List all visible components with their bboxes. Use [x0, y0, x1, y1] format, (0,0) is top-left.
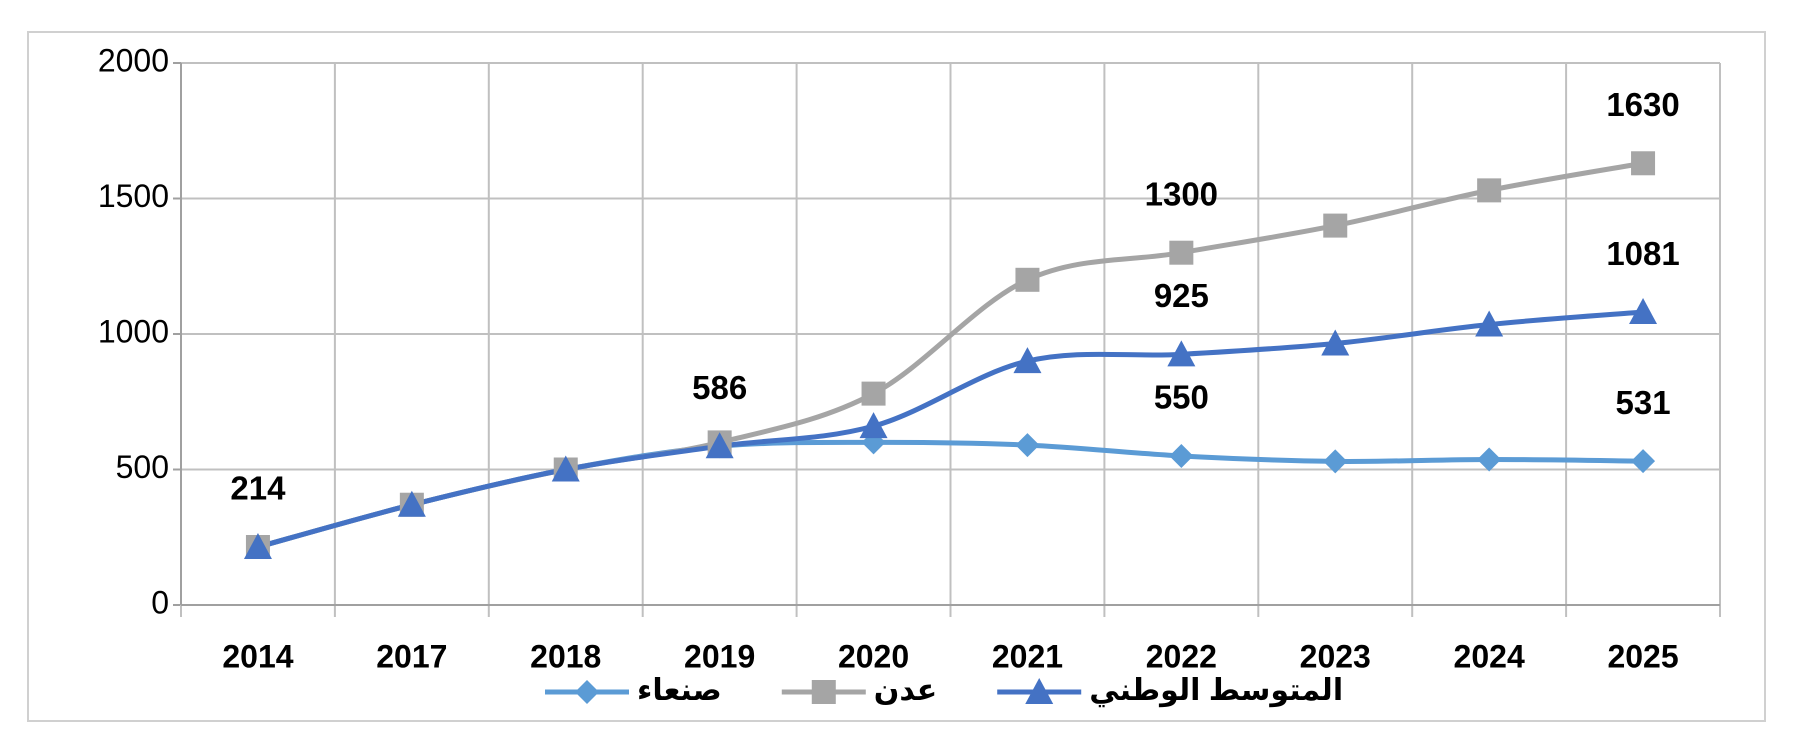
x-tick-label: 2014	[222, 638, 293, 674]
x-tick-label: 2018	[530, 638, 601, 674]
x-tick-label: 2020	[838, 638, 909, 674]
marker	[243, 533, 272, 560]
marker	[1477, 178, 1502, 203]
x-tick-label: 2022	[1146, 638, 1217, 674]
marker	[397, 490, 426, 517]
x-tick-label: 2021	[992, 638, 1063, 674]
x-tick-label: 2024	[1454, 638, 1525, 674]
marker	[1631, 449, 1656, 474]
y-tick-label: 2000	[98, 42, 169, 78]
legend-label: المتوسط الوطني	[1089, 674, 1343, 708]
x-tick-label: 2023	[1300, 638, 1371, 674]
marker	[1323, 449, 1348, 474]
legend-label: عدن	[874, 674, 937, 707]
legend-item: المتوسط الوطني	[997, 674, 1343, 708]
y-tick-label: 1500	[98, 178, 169, 214]
data-label: 1300	[1145, 175, 1218, 212]
marker	[1169, 240, 1194, 265]
y-tick-label: 0	[151, 584, 169, 620]
legend-item: صنعاء	[545, 674, 722, 707]
x-tick-label: 2019	[684, 638, 755, 674]
marker	[1015, 267, 1040, 292]
marker	[811, 680, 836, 704]
x-tick-label: 2025	[1607, 638, 1678, 674]
marker	[1629, 298, 1658, 325]
marker	[1321, 329, 1350, 356]
data-label: 531	[1616, 384, 1671, 421]
marker	[1013, 347, 1042, 374]
legend-item: عدن	[781, 674, 937, 707]
y-tick-label: 1000	[98, 313, 169, 349]
data-label: 550	[1154, 379, 1209, 416]
data-label: 1081	[1606, 235, 1679, 272]
legend-label: صنعاء	[637, 674, 722, 707]
data-label: 925	[1154, 277, 1209, 314]
marker	[705, 432, 734, 459]
marker	[1169, 443, 1194, 468]
marker	[1167, 340, 1196, 367]
marker	[1631, 151, 1656, 176]
marker	[1475, 310, 1504, 337]
marker	[575, 680, 599, 704]
marker	[859, 412, 888, 439]
series-line	[257, 309, 1644, 550]
x-tick-label: 2017	[376, 638, 447, 674]
marker	[861, 381, 886, 406]
marker	[551, 455, 580, 482]
legend: صنعاء عدن المتوسط الوطني	[545, 674, 1343, 708]
marker	[1477, 447, 1502, 472]
marker	[1323, 213, 1348, 238]
marker	[1025, 678, 1054, 704]
data-label: 1630	[1606, 86, 1679, 123]
marker	[1015, 433, 1040, 458]
y-tick-label: 500	[116, 449, 169, 485]
data-label: 586	[692, 369, 747, 406]
data-label: 214	[230, 470, 286, 507]
